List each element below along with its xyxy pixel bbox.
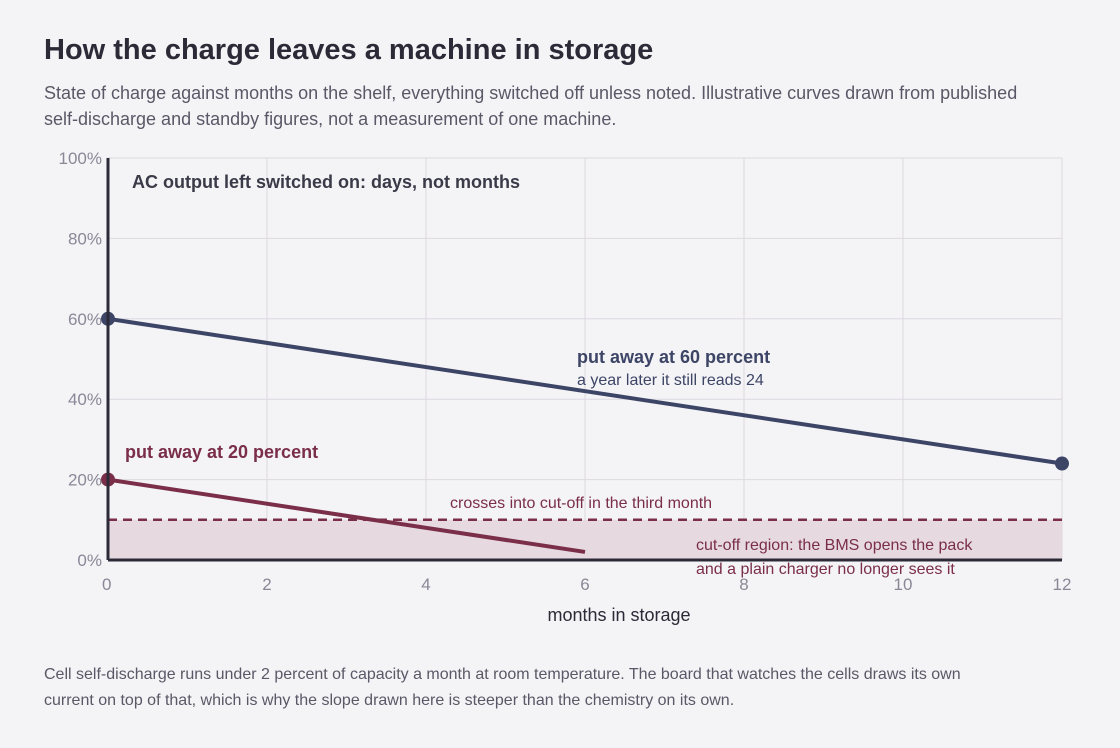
- footnote: Cell self-discharge runs under 2 percent…: [44, 666, 961, 709]
- series-60-note: a year later it still reads 24: [577, 372, 764, 389]
- series-layer: [101, 311, 1069, 554]
- y-tick-label: 80%: [68, 229, 102, 248]
- x-tick-label: 8: [739, 575, 748, 594]
- y-tick-label: 100%: [59, 149, 102, 168]
- page-title: How the charge leaves a machine in stora…: [44, 34, 654, 66]
- ac-output-annotation: AC output left switched on: days, not mo…: [132, 172, 520, 192]
- cutoff-region-label-line1: cut-off region: the BMS opens the pack: [696, 537, 973, 554]
- series-20-label: put away at 20 percent: [125, 442, 318, 462]
- x-ticks: 0 2 4 6 8 10 12: [102, 575, 1071, 594]
- cutoff-region-label-line2: and a plain charger no longer sees it: [696, 561, 955, 578]
- cutoff-region: [108, 519, 1062, 560]
- y-tick-label: 60%: [68, 310, 102, 329]
- series-line-1: [107, 477, 586, 554]
- page-subtitle: State of charge against months on the sh…: [44, 83, 1018, 129]
- y-ticks: 0% 20% 40% 60% 80% 100%: [59, 149, 102, 570]
- y-tick-label: 0%: [77, 551, 102, 570]
- y-tick-label: 40%: [68, 390, 102, 409]
- x-tick-label: 0: [102, 575, 111, 594]
- x-tick-label: 6: [580, 575, 589, 594]
- x-tick-label: 4: [421, 575, 430, 594]
- x-tick-label: 12: [1053, 575, 1072, 594]
- series-60-end-point: [1055, 456, 1069, 471]
- cutoff-crossing-label: crosses into cut-off in the third month: [450, 495, 712, 512]
- chart: 0% 20% 40% 60% 80% 100% 0 2 4 6 8 10 12 months in s…: [59, 149, 1072, 625]
- series-60-label: put away at 60 percent: [577, 347, 770, 367]
- y-tick-label: 20%: [68, 471, 102, 490]
- series-line-0: [107, 316, 1063, 466]
- x-axis-label: months in storage: [547, 605, 690, 625]
- x-tick-label: 2: [262, 575, 271, 594]
- x-tick-label: 10: [894, 575, 913, 594]
